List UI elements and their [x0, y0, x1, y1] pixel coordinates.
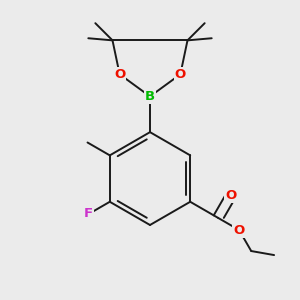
- Text: B: B: [145, 90, 155, 103]
- Text: O: O: [233, 224, 245, 236]
- Text: O: O: [114, 68, 125, 81]
- Text: F: F: [84, 207, 93, 220]
- Text: O: O: [175, 68, 186, 81]
- Text: O: O: [225, 189, 236, 202]
